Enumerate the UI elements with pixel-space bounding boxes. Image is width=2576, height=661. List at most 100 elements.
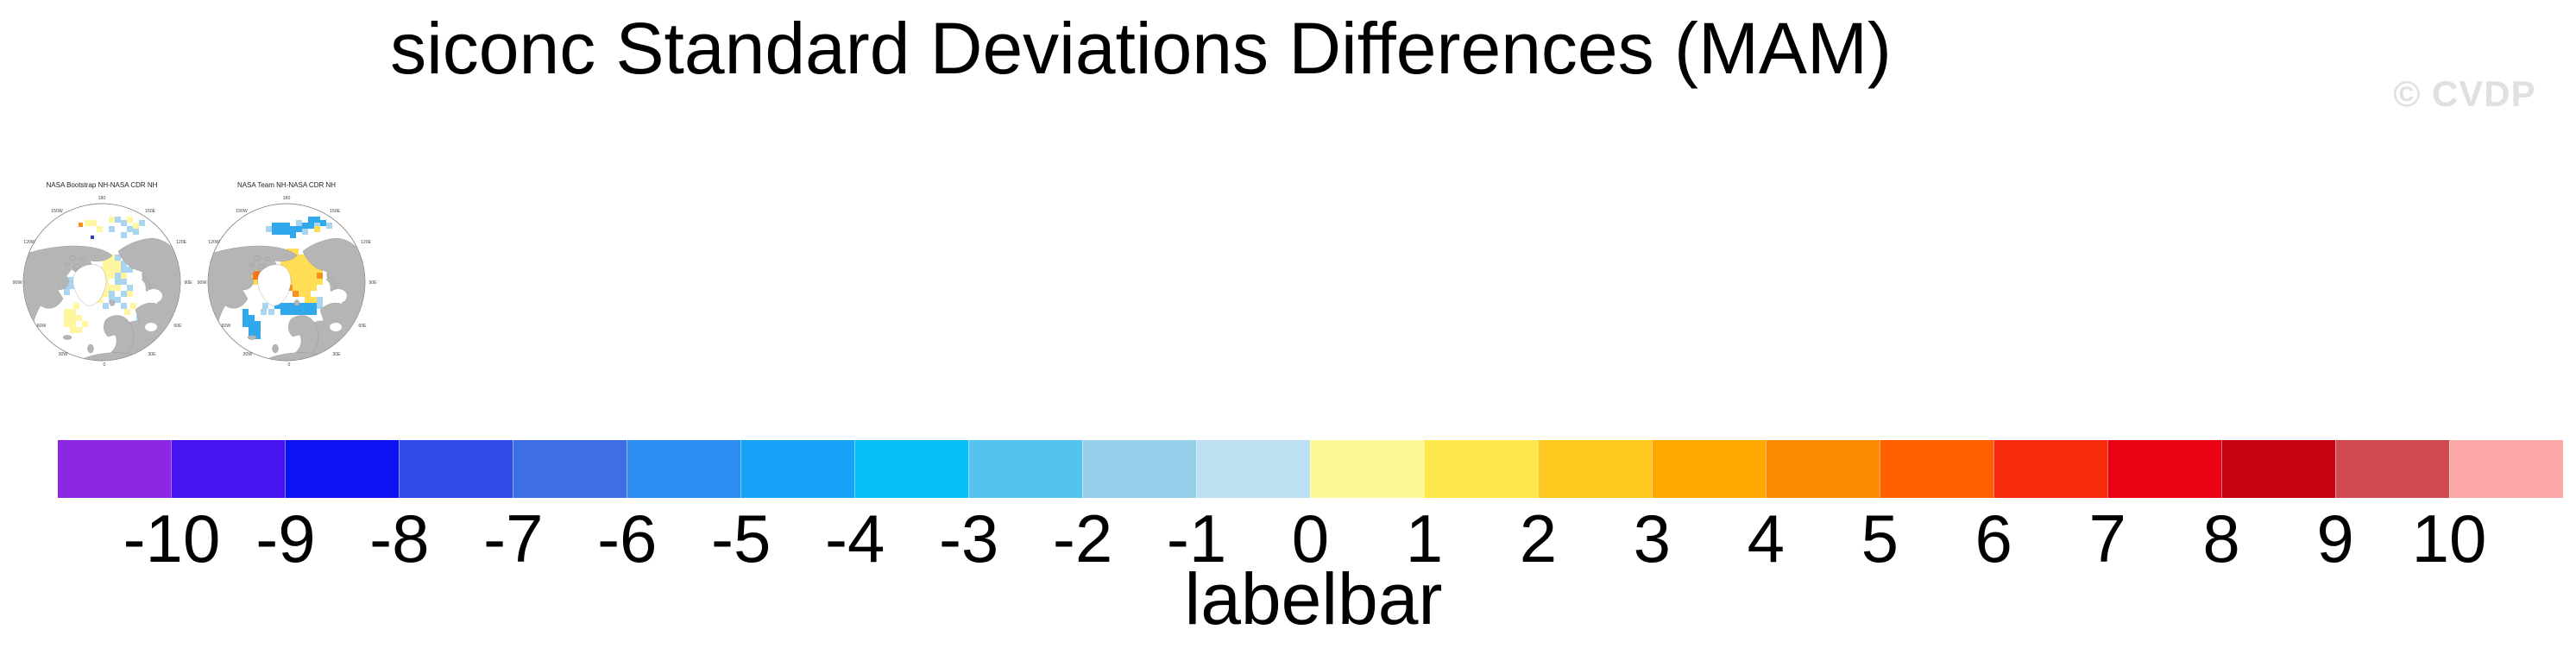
map-cell-paleyellow xyxy=(133,223,139,229)
map-cell-gold xyxy=(305,261,311,267)
map-cell-blue xyxy=(311,309,317,315)
map-cell-gold xyxy=(305,279,311,285)
map-cell-gold xyxy=(305,285,311,291)
map-cell-gold xyxy=(287,261,293,267)
map-cell-lightblue xyxy=(133,229,139,235)
colorbar-tick-label: -1 xyxy=(1166,500,1227,576)
lon-label-0: 0 xyxy=(288,362,291,368)
map-cell-lightblue xyxy=(70,277,76,283)
map-cell-blue xyxy=(287,309,293,315)
colorbar-segment xyxy=(1880,440,1993,498)
lon-label-180: 180 xyxy=(98,196,106,201)
map-cell-paleyellow xyxy=(70,309,76,315)
map-cell-gold xyxy=(311,285,317,291)
map-cell-gold xyxy=(305,267,311,273)
lon-label-30e: 30E xyxy=(148,352,156,357)
colorbar-tick-label: -6 xyxy=(597,500,658,576)
map-cell-paleyellow xyxy=(64,309,70,315)
map-cell-paleyellow xyxy=(70,315,76,321)
map-cell-blue xyxy=(278,223,284,229)
lon-label-60w: 60W xyxy=(222,324,231,329)
lon-label-120e: 120E xyxy=(361,240,372,245)
map-cell-blue xyxy=(255,327,261,333)
map-cell-lightblue xyxy=(261,309,267,315)
map-cell-gold xyxy=(305,291,311,297)
map-cell-lightblue xyxy=(326,223,332,229)
map-cell-blue xyxy=(320,220,326,226)
map-cell-orange xyxy=(293,291,299,297)
map-cell-paleyellow xyxy=(121,273,127,279)
colorbar-segment xyxy=(399,440,513,498)
colorbar-segment xyxy=(627,440,740,498)
map-cell-paleyellow xyxy=(103,261,109,267)
map-panel-nasa-team: NASA Team NH-NASA CDR NH 180 150W 150E 1… xyxy=(198,175,380,378)
map-cell-lightblue xyxy=(109,226,115,232)
colorbar-tick-label: 5 xyxy=(1861,500,1899,576)
lon-label-150w: 150W xyxy=(236,209,248,214)
map-cell-gold xyxy=(299,261,305,267)
map-cell-paleyellow xyxy=(109,285,115,291)
map-cell-gold xyxy=(305,297,311,303)
map-cell-blue xyxy=(308,223,314,229)
lon-label-60w: 60W xyxy=(37,324,47,329)
map-cell-gold xyxy=(299,267,305,273)
map-cell-blue xyxy=(272,223,278,229)
map-cell-blue xyxy=(249,327,255,333)
map-cell-blue xyxy=(287,303,293,309)
map-cell-lightblue xyxy=(127,267,133,273)
map-cell-gold xyxy=(293,267,299,273)
map-cell-paleyellow xyxy=(70,321,76,327)
lon-label-180: 180 xyxy=(283,196,291,201)
colorbar-tick-label: -8 xyxy=(369,500,430,576)
cvdp-watermark: © CVDP xyxy=(2393,73,2536,114)
lon-label-120e: 120E xyxy=(176,240,187,245)
map-cell-blue xyxy=(280,303,287,309)
lon-label-120w: 120W xyxy=(208,240,220,245)
map-title: NASA Team NH-NASA CDR NH xyxy=(237,181,336,189)
map-cell-lightblue xyxy=(103,303,109,309)
map-cell-lightblue xyxy=(109,291,115,297)
colorbar-tick-label: 1 xyxy=(1405,500,1444,576)
map-title: NASA Bootstrap NH-NASA CDR NH xyxy=(47,181,158,189)
map-cell-gold xyxy=(287,267,293,273)
map-cell-lightblue xyxy=(139,220,145,226)
map-cell-gold xyxy=(311,279,317,285)
map-cell-paleyellow xyxy=(76,315,82,321)
map-cell-blue xyxy=(249,315,255,321)
map-cell-blue xyxy=(242,321,249,327)
map-cell-gold xyxy=(293,273,299,279)
map-cell-blue xyxy=(278,229,284,235)
map-cell-paleyellow xyxy=(91,220,97,226)
colorbar-tick-label: -10 xyxy=(123,500,221,576)
lon-label-30e: 30E xyxy=(332,352,341,357)
colorbar-segment xyxy=(513,440,627,498)
map-cell-navy xyxy=(91,236,94,239)
map-cell-paleyellow xyxy=(103,267,109,273)
map-cell-lightblue xyxy=(262,303,268,309)
colorbar-tick-label: 6 xyxy=(1975,500,2012,576)
map-cell-paleyellow xyxy=(115,285,121,291)
map-cell-paleyellow xyxy=(109,261,115,267)
lon-label-90e: 90E xyxy=(368,280,377,286)
map-cell-paleyellow xyxy=(109,217,115,223)
map-cell-gold xyxy=(314,226,320,232)
map-cell-blue xyxy=(280,309,287,315)
map-cell-gold xyxy=(305,273,311,279)
map-cell-paleyellow xyxy=(97,297,103,303)
map-cell-paleyellow xyxy=(82,321,88,327)
map-cell-paleyellow xyxy=(103,285,109,291)
map-cell-gold xyxy=(317,279,323,285)
map-cell-gold xyxy=(293,249,299,255)
map-cell-gold xyxy=(280,261,287,267)
map-panel-nasa-bootstrap: NASA Bootstrap NH-NASA CDR NH 180 150W 1… xyxy=(13,175,195,378)
colorbar-segment xyxy=(285,440,399,498)
map-cell-blue xyxy=(299,309,305,315)
map-cell-paleyellow xyxy=(109,273,115,279)
map-cell-lightblue xyxy=(127,226,133,232)
map-cell-paleyellow xyxy=(64,315,70,321)
map-cell-blue xyxy=(290,226,296,232)
map-cell-gold xyxy=(299,291,305,297)
colorbar-segment xyxy=(1424,440,1538,498)
